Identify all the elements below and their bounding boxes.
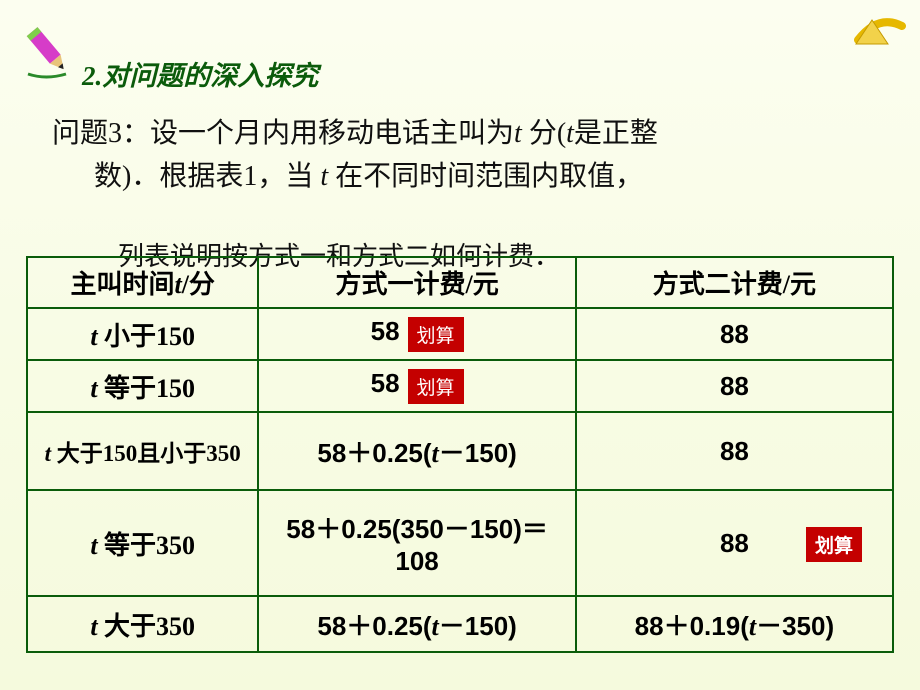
pencil-icon <box>18 18 84 84</box>
bargain-badge: 划算 <box>408 369 464 404</box>
table-row: t 大于150且小于350 58＋0.25(t－150) 88 <box>27 412 893 490</box>
table-row: t 等于350 58＋0.25(350－150)＝108 88划算 <box>27 490 893 596</box>
table-row: t 等于150 58划算 88 <box>27 360 893 412</box>
bargain-badge: 划算 <box>806 527 862 562</box>
problem-label: 问题3： <box>52 118 150 149</box>
header-col3: 方式二计费/元 <box>576 257 893 308</box>
header-col2: 方式一计费/元 <box>258 257 575 308</box>
ruler-icon <box>854 10 908 50</box>
section-title: 2.对问题的深入探究 <box>82 54 318 93</box>
header-col1: 主叫时间t/分 <box>27 257 258 308</box>
table-row: t 小于150 58划算 88 <box>27 308 893 360</box>
table-row: t 大于350 58＋0.25(t－150) 88＋0.19(t－350) <box>27 596 893 652</box>
bargain-badge: 划算 <box>408 317 464 352</box>
problem-statement: 问题3：设一个月内用移动电话主叫为t 分(t是正整 数)．根据表1，当 t 在不… <box>52 112 872 199</box>
cost-table: 主叫时间t/分 方式一计费/元 方式二计费/元 t 小于150 58划算 88 … <box>26 256 894 653</box>
